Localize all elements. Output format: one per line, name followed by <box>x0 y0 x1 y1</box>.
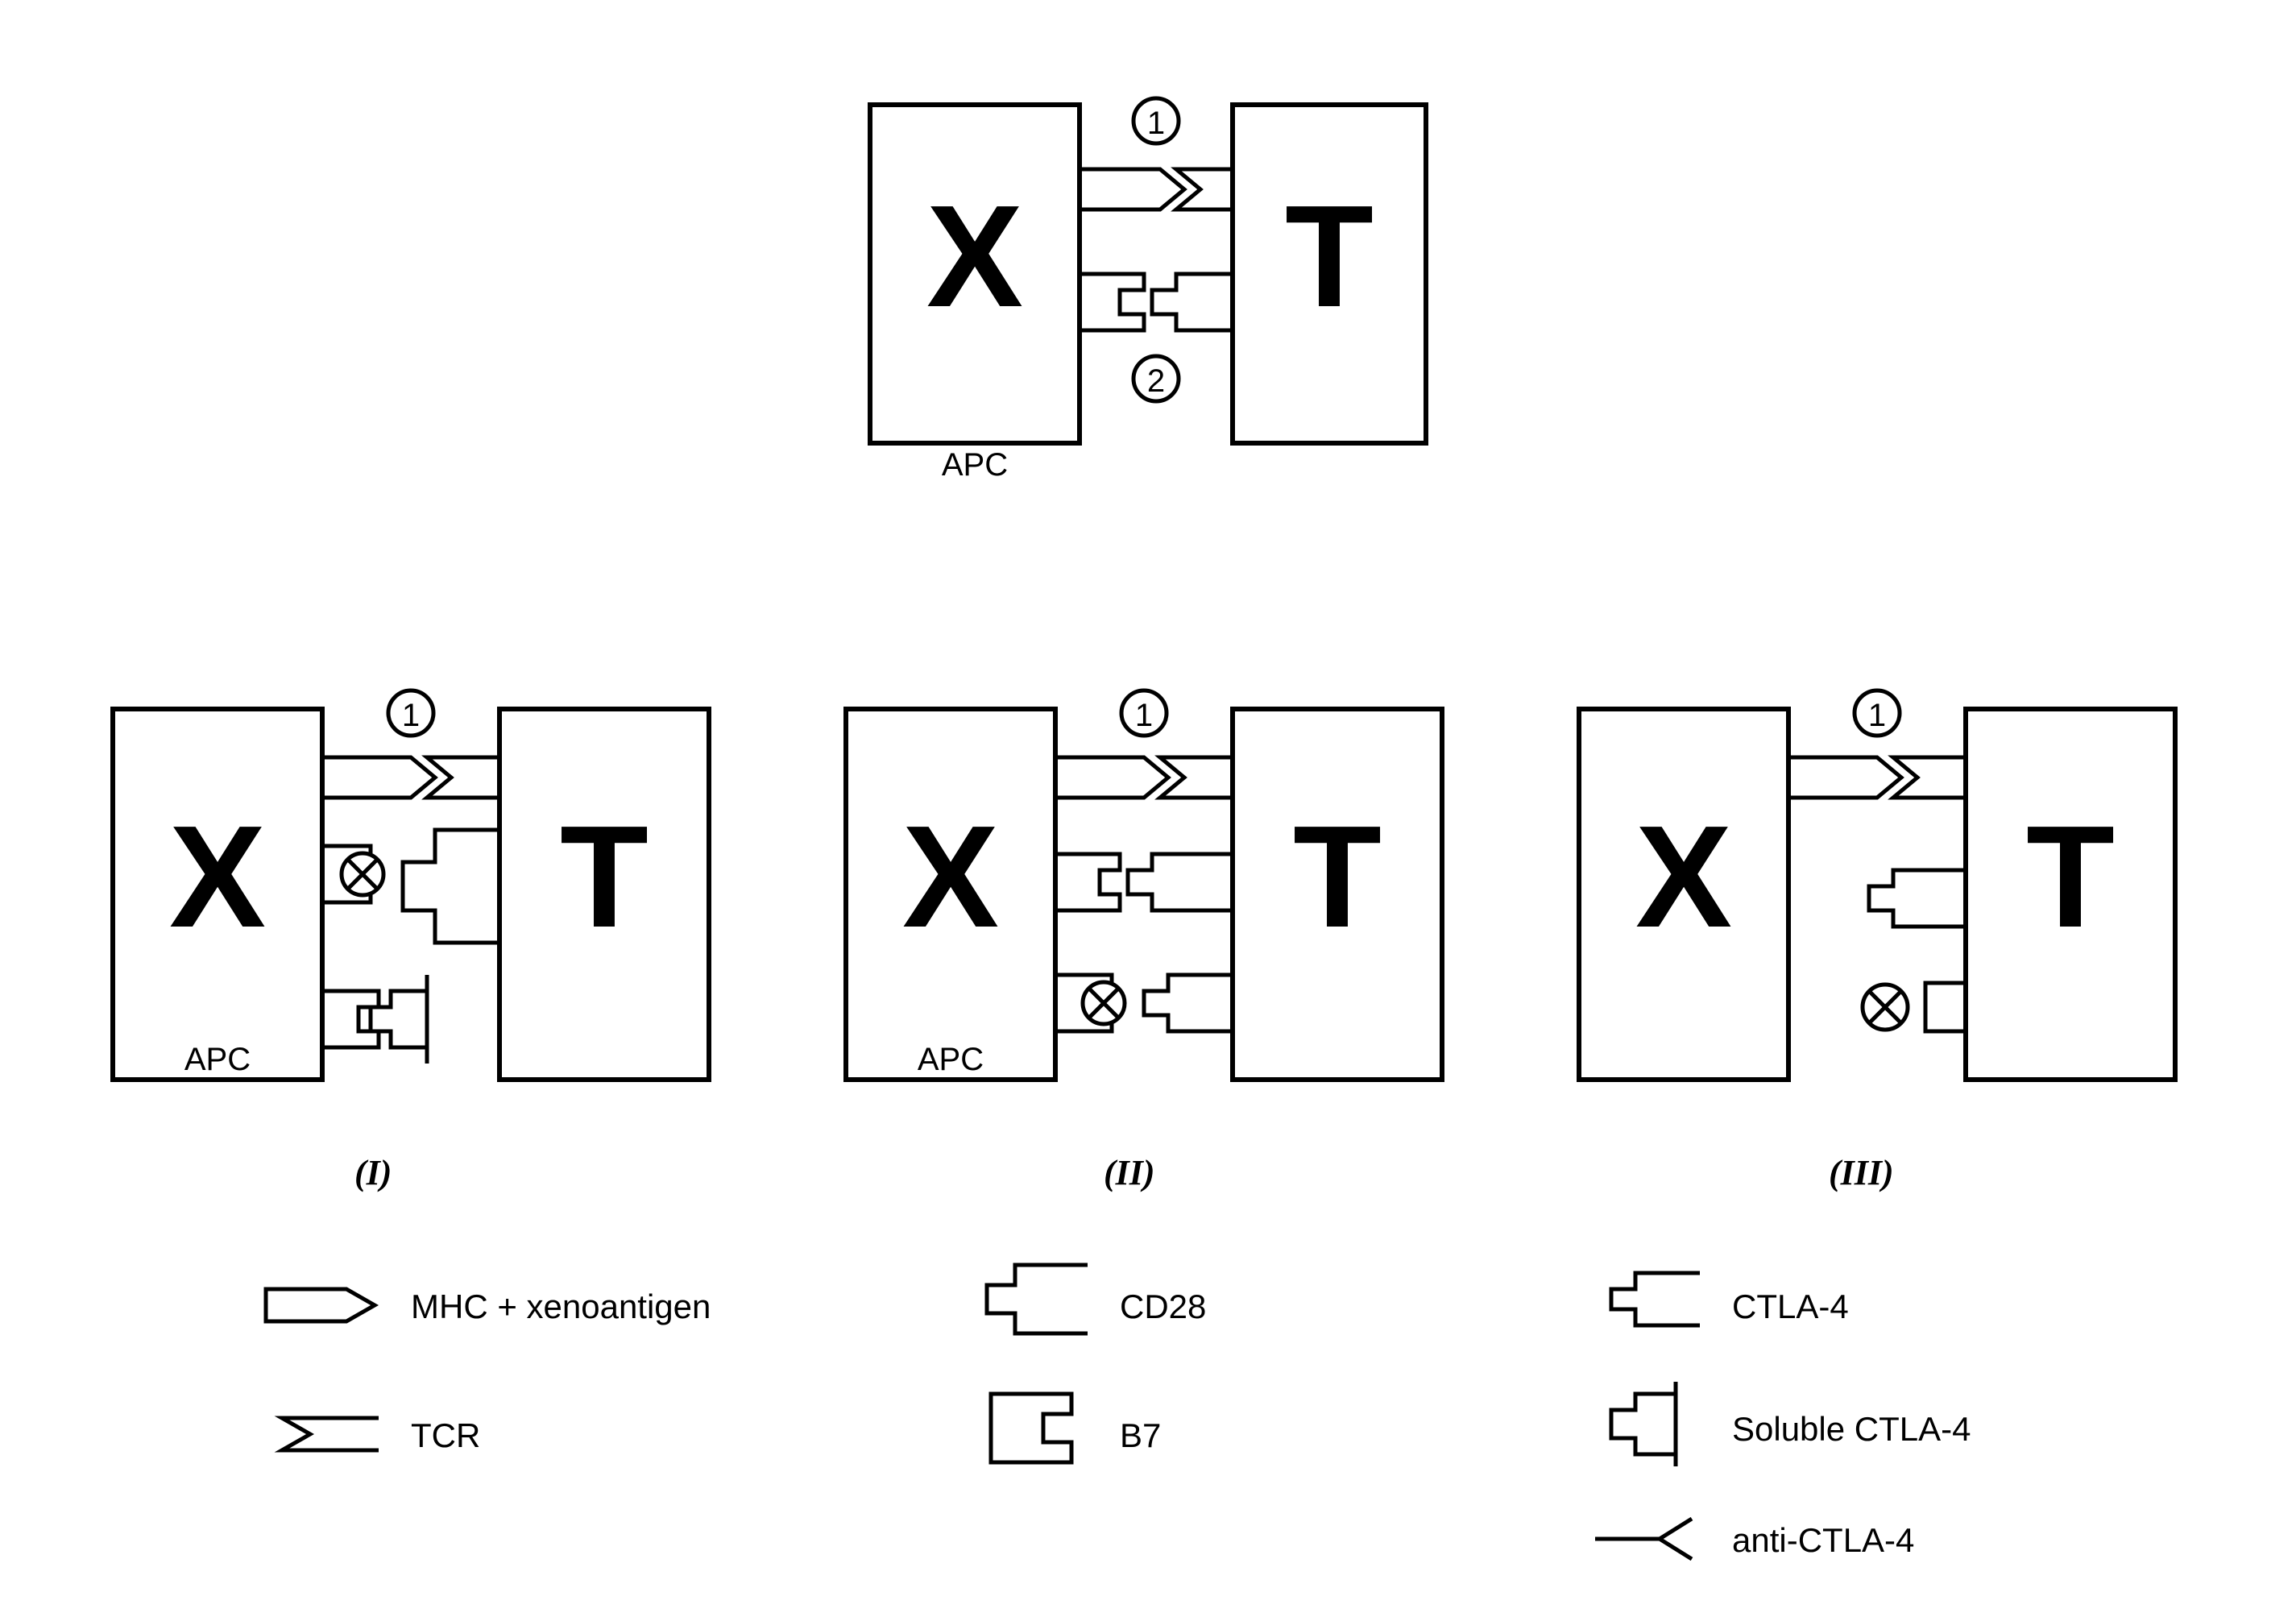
svg-text:1: 1 <box>402 698 420 733</box>
svg-text:T: T <box>1293 796 1382 958</box>
svg-text:T: T <box>2026 796 2115 958</box>
legend-anti-icon <box>1579 1507 1708 1571</box>
panel-III-label: (III) <box>1829 1152 1894 1193</box>
legend-b7-icon <box>967 1386 1096 1474</box>
apc-sublabel: APC <box>942 447 1008 483</box>
legend-anti-label: anti-CTLA-4 <box>1732 1521 1914 1560</box>
apc-letter: X <box>926 176 1023 338</box>
legend-cd28-label: CD28 <box>1120 1287 1206 1326</box>
svg-text:X: X <box>902 796 999 958</box>
panel-I-label: (I) <box>354 1152 392 1193</box>
signal-2-label: 2 <box>1147 363 1165 399</box>
legend-tcr-icon <box>258 1402 387 1466</box>
svg-text:X: X <box>169 796 266 958</box>
svg-text:APC: APC <box>918 1042 984 1077</box>
legend-tcr-label: TCR <box>411 1416 480 1455</box>
panel-top: X T APC 1 2 <box>854 64 1442 483</box>
legend-b7-label: B7 <box>1120 1416 1161 1455</box>
panel-I: X T APC 1 <box>97 669 725 1120</box>
legend-mhc-icon <box>258 1273 387 1337</box>
svg-text:T: T <box>560 796 649 958</box>
legend-ctla4-label: CTLA-4 <box>1732 1287 1849 1326</box>
legend-cd28-icon <box>967 1257 1096 1346</box>
signal-1-label: 1 <box>1147 106 1165 141</box>
t-letter: T <box>1285 176 1374 338</box>
svg-text:1: 1 <box>1868 698 1886 733</box>
svg-text:X: X <box>1635 796 1732 958</box>
panel-II: X T APC 1 <box>830 669 1458 1120</box>
svg-text:APC: APC <box>184 1042 251 1077</box>
legend-sctla4-label: Soluble CTLA-4 <box>1732 1410 1971 1449</box>
legend-sctla4-icon <box>1579 1382 1708 1470</box>
svg-text:1: 1 <box>1135 698 1153 733</box>
legend-mhc-label: MHC + xenoantigen <box>411 1287 711 1326</box>
panel-III: X T 1 <box>1563 669 2191 1120</box>
legend-ctla4-icon <box>1579 1261 1708 1341</box>
panel-II-label: (II) <box>1104 1152 1155 1193</box>
